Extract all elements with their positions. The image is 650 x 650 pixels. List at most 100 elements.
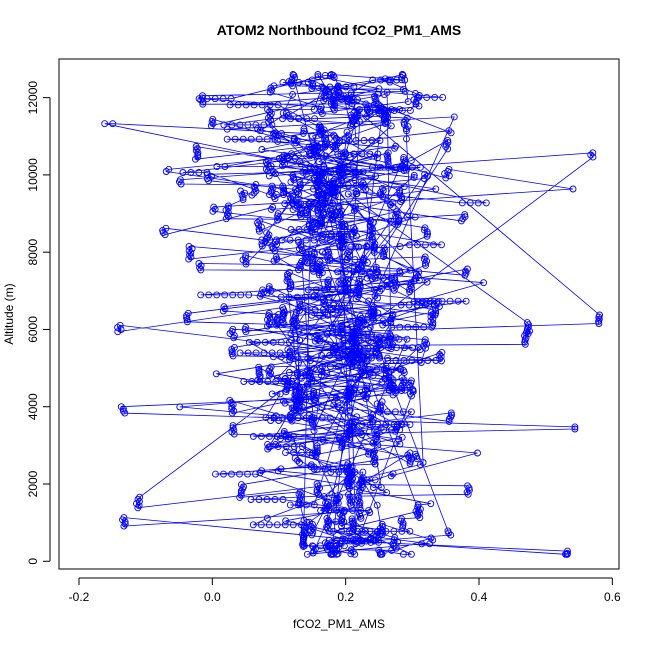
data-point: [265, 231, 273, 239]
data-point: [224, 202, 232, 210]
data-point: [336, 510, 344, 518]
data-point: [410, 171, 418, 179]
data-point: [400, 153, 408, 161]
data-point: [404, 451, 412, 459]
data-point: [287, 330, 295, 338]
data-point: [371, 447, 378, 455]
data-point: [310, 414, 318, 422]
data-point: [195, 169, 203, 176]
data-point: [237, 291, 245, 299]
data-point: [474, 449, 481, 457]
data-point: [403, 127, 410, 135]
data-point: [285, 293, 293, 301]
plot-frame: [58, 58, 620, 570]
data-point: [165, 165, 173, 173]
data-point: [259, 286, 267, 294]
data-point: [430, 241, 437, 249]
data-point: [329, 205, 337, 213]
data-point: [322, 152, 330, 160]
data-point: [265, 283, 273, 291]
x-tick-label: 0.6: [604, 590, 621, 604]
data-point: [310, 248, 318, 256]
data-point: [364, 106, 371, 114]
data-point: [405, 381, 413, 389]
data-point: [338, 506, 345, 514]
data-point: [303, 550, 311, 558]
data-point: [418, 540, 426, 548]
data-point: [368, 163, 376, 171]
data-point: [119, 407, 127, 415]
data-point: [411, 450, 419, 458]
data-point: [387, 217, 395, 225]
data-point: [321, 465, 329, 473]
data-point: [338, 301, 346, 309]
data-point: [321, 88, 329, 96]
data-point: [284, 275, 292, 283]
data-point: [314, 73, 322, 81]
data-point: [301, 293, 309, 301]
data-point: [250, 101, 258, 109]
data-point: [369, 484, 377, 491]
data-point: [366, 150, 374, 158]
data-point: [340, 345, 348, 352]
data-point: [414, 297, 422, 305]
data-point: [266, 88, 274, 96]
data-point: [357, 181, 365, 189]
data-point: [374, 536, 382, 544]
data-point: [295, 384, 303, 392]
data-point: [368, 137, 376, 144]
data-point: [454, 297, 462, 305]
data-point: [120, 514, 128, 522]
data-point: [274, 210, 282, 218]
data-point: [357, 363, 365, 371]
data-point: [387, 472, 395, 480]
data-point: [281, 200, 289, 208]
data-point: [304, 78, 312, 86]
data-point: [263, 135, 271, 143]
data-point: [210, 203, 218, 211]
data-point: [367, 216, 375, 224]
data-point: [347, 546, 355, 554]
data-point: [291, 155, 299, 162]
data-point: [116, 321, 124, 329]
data-point: [293, 371, 301, 379]
data-point: [388, 384, 396, 392]
data-point: [321, 143, 329, 151]
data-point: [280, 186, 288, 194]
data-point: [242, 252, 250, 260]
data-point: [300, 125, 308, 133]
data-point: [288, 336, 296, 344]
data-point: [265, 310, 273, 317]
data-point: [229, 424, 237, 432]
data-point: [296, 336, 304, 344]
data-point: [176, 403, 184, 411]
data-point: [356, 345, 364, 352]
data-point: [379, 184, 386, 192]
data-point: [385, 76, 393, 84]
data-point: [373, 344, 381, 351]
y-tick-label: 10000: [26, 158, 40, 192]
data-point: [223, 135, 231, 143]
data-point: [271, 313, 279, 321]
data-point: [265, 432, 273, 440]
data-point: [345, 391, 353, 398]
data-point: [305, 222, 313, 230]
data-point: [299, 540, 306, 548]
data-point: [433, 298, 441, 306]
data-point: [192, 155, 199, 163]
data-point: [423, 340, 431, 348]
data-point: [401, 160, 409, 168]
data-point: [236, 493, 244, 501]
data-point: [396, 189, 404, 197]
data-point: [334, 150, 342, 158]
data-point: [356, 316, 364, 324]
data-point: [313, 331, 320, 339]
data-point: [176, 176, 184, 184]
data-point: [369, 411, 377, 419]
data-point: [350, 83, 358, 91]
data-point: [337, 319, 345, 327]
data-point: [194, 153, 202, 161]
data-point: [310, 388, 318, 395]
data-point: [356, 282, 364, 289]
data-point: [369, 536, 377, 544]
